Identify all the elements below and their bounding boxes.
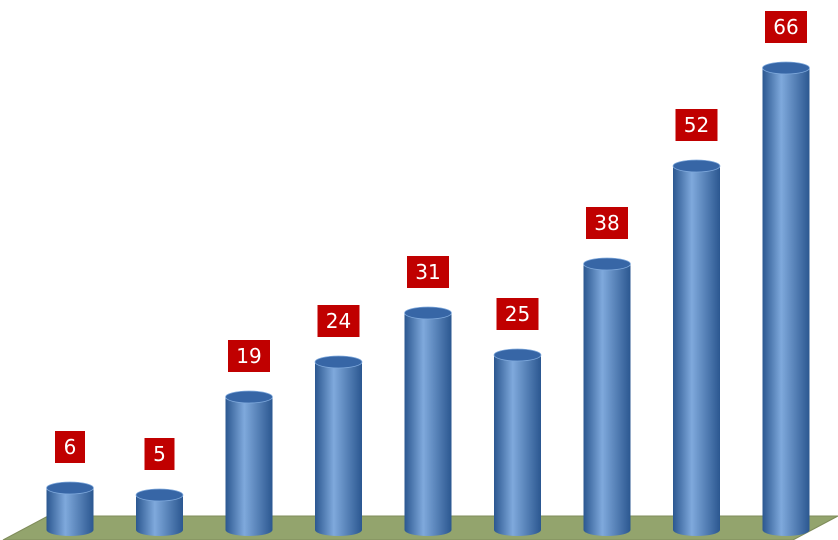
bar-top bbox=[762, 61, 810, 75]
bar-top bbox=[46, 481, 94, 495]
bar-body bbox=[673, 166, 720, 536]
bar-body bbox=[136, 495, 183, 536]
bar-body bbox=[225, 397, 273, 536]
data-label: 5 bbox=[153, 442, 166, 466]
data-label-box bbox=[496, 298, 539, 330]
data-label-box bbox=[317, 305, 360, 337]
data-label: 66 bbox=[773, 15, 798, 39]
bar: 25 bbox=[493, 298, 542, 536]
data-label: 25 bbox=[505, 302, 530, 326]
bar-top bbox=[672, 159, 721, 173]
data-label-box bbox=[407, 256, 449, 288]
data-label-box bbox=[675, 109, 718, 141]
bar-body bbox=[583, 264, 631, 536]
data-label-box bbox=[586, 207, 628, 239]
bar-body bbox=[315, 362, 362, 536]
bar: 66 bbox=[762, 11, 810, 536]
bar: 24 bbox=[314, 305, 363, 536]
data-label: 31 bbox=[415, 260, 440, 284]
data-label: 24 bbox=[326, 309, 351, 333]
bar-series: 6 5 19 24 31 25 38 52 66 bbox=[46, 11, 810, 536]
bar-body bbox=[762, 68, 810, 536]
bar-body bbox=[404, 313, 452, 536]
data-label-box bbox=[765, 11, 807, 43]
bar: 6 bbox=[46, 431, 94, 536]
data-label-box bbox=[228, 340, 270, 372]
bar: 19 bbox=[225, 340, 273, 536]
data-label: 38 bbox=[594, 211, 619, 235]
bar-top bbox=[225, 390, 273, 404]
bar: 31 bbox=[404, 256, 452, 536]
bar-top bbox=[493, 348, 542, 362]
bar-body bbox=[494, 355, 541, 536]
data-label-box bbox=[55, 431, 85, 463]
bar: 38 bbox=[583, 207, 631, 536]
data-label: 52 bbox=[684, 113, 709, 137]
bar: 52 bbox=[672, 109, 721, 536]
bar-top bbox=[135, 488, 184, 502]
bar: 5 bbox=[135, 438, 184, 536]
bar-top bbox=[583, 257, 631, 271]
data-label-box bbox=[144, 438, 175, 470]
data-label: 19 bbox=[236, 344, 261, 368]
bar-top bbox=[404, 306, 452, 320]
bar-body bbox=[46, 488, 94, 536]
bar-top bbox=[314, 355, 363, 369]
data-label: 6 bbox=[64, 435, 77, 459]
